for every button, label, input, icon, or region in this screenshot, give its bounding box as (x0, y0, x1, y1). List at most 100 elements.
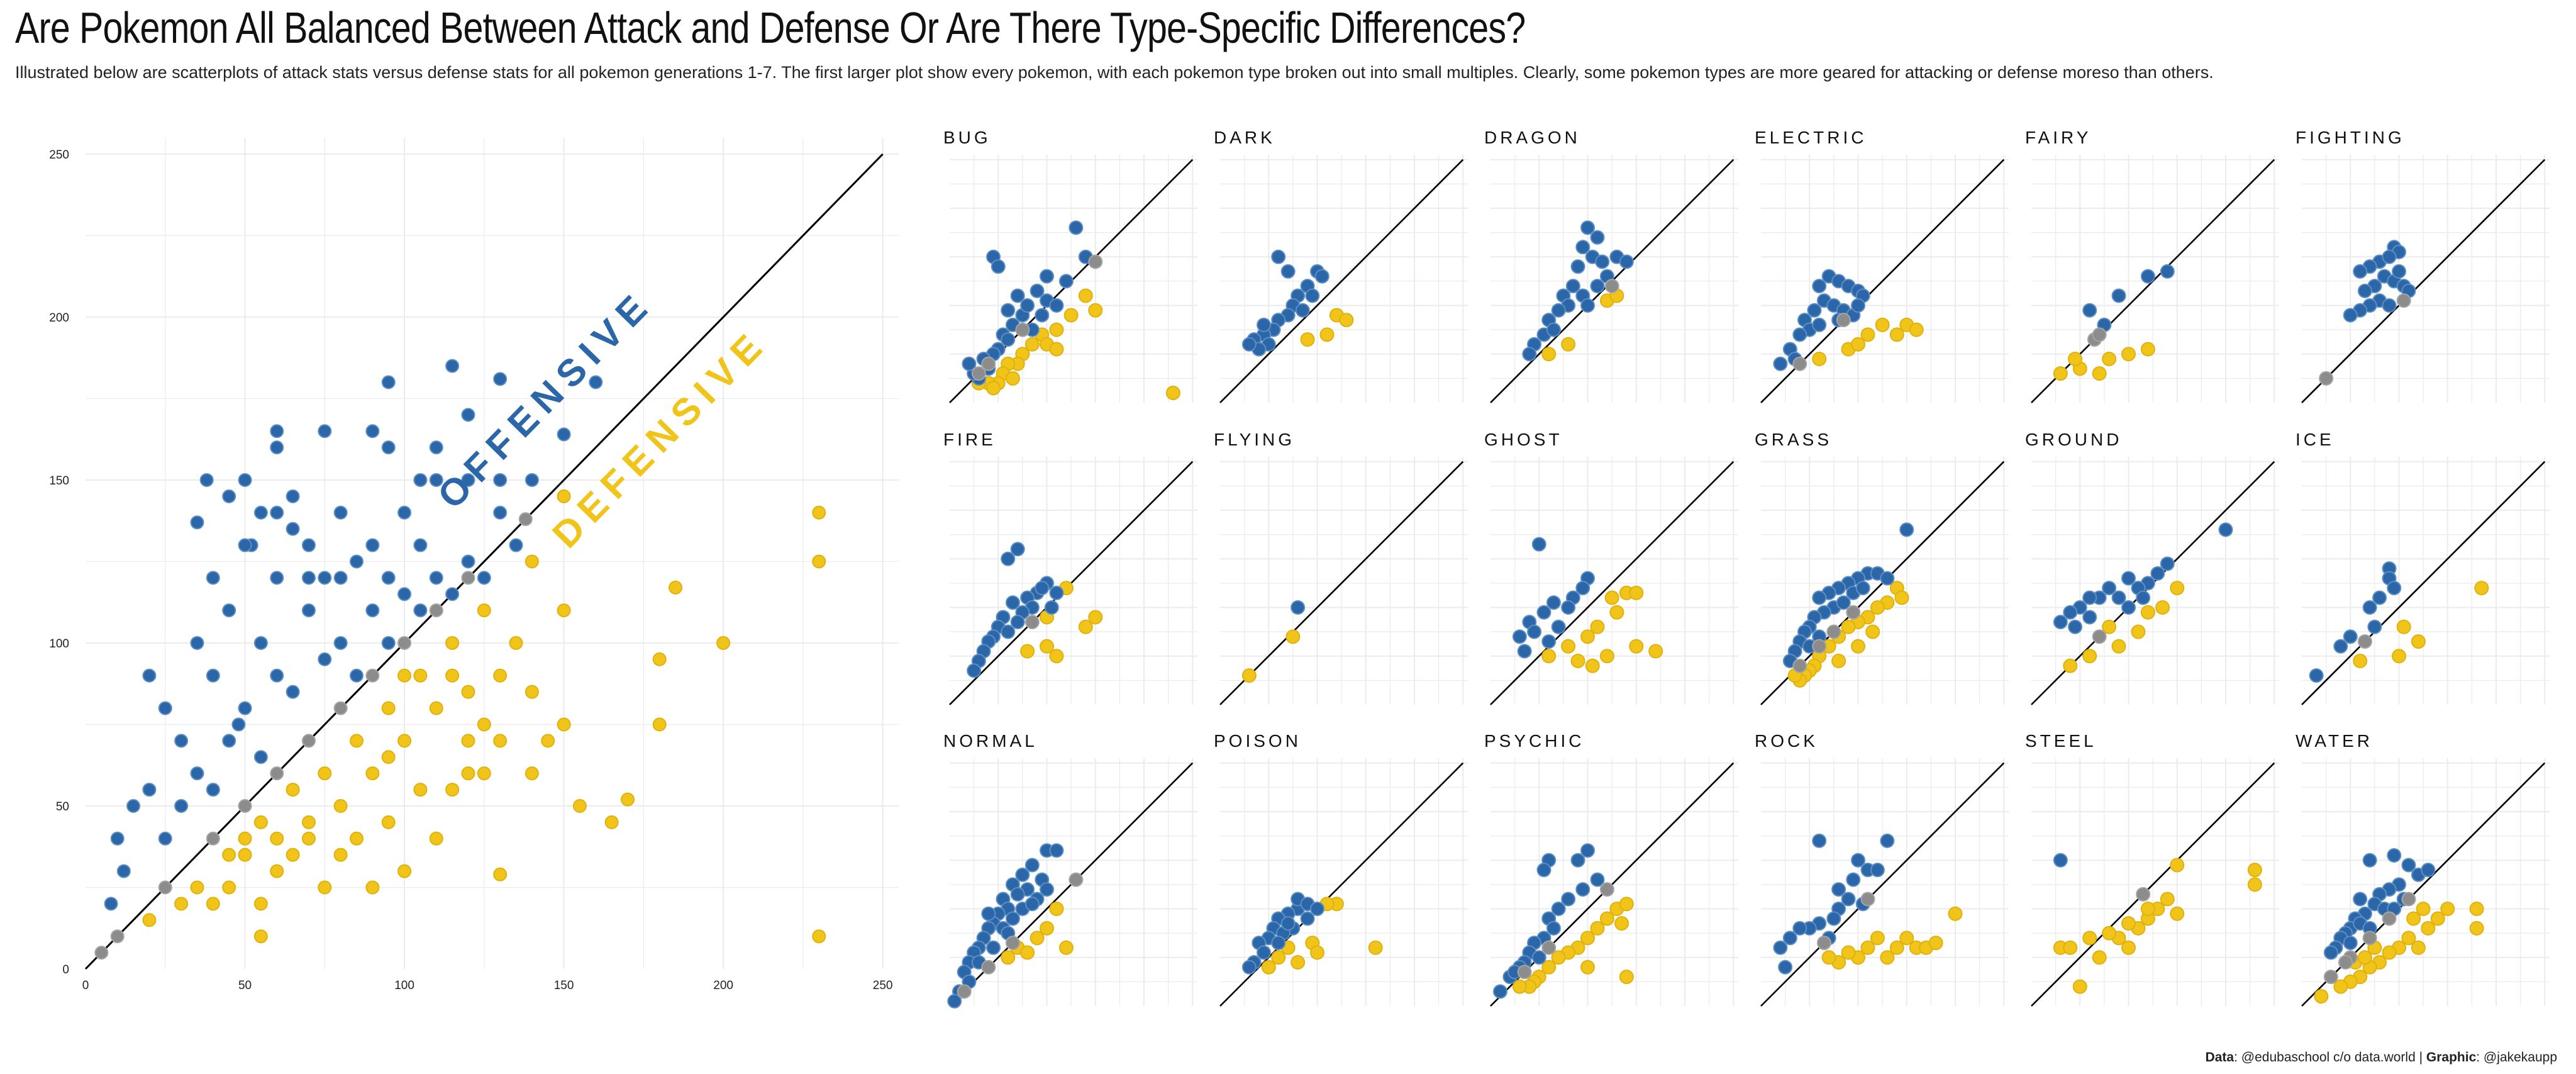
data-point-offensive (2372, 590, 2387, 605)
data-point-defensive (2392, 649, 2407, 664)
data-point-defensive (1821, 950, 1836, 965)
data-point-defensive (1049, 322, 1064, 337)
grid (86, 138, 899, 969)
data-point-defensive (1599, 649, 1614, 664)
data-point-defensive (1894, 590, 1909, 605)
data-point-balanced (1541, 940, 1557, 955)
data-point-offensive (333, 505, 348, 520)
data-point-offensive (318, 571, 332, 585)
data-point-balanced (2401, 892, 2416, 907)
data-point-defensive (986, 381, 1001, 396)
data-point-offensive (1575, 581, 1591, 596)
data-point-offensive (1522, 347, 1537, 362)
credits-data-text: : @edubaschool c/o data.world | (2234, 1050, 2426, 1065)
data-point-offensive (1590, 872, 1605, 887)
data-point-offensive (1517, 644, 1532, 659)
data-point-defensive (1285, 629, 1301, 644)
data-point-offensive (1851, 853, 1866, 868)
panel-title: BUG (943, 128, 991, 147)
data-point-defensive (525, 766, 539, 781)
data-point-defensive (1570, 653, 1585, 668)
panel-title: GRASS (1755, 430, 1832, 449)
data-point-defensive (1614, 916, 1629, 931)
data-point-defensive (1088, 303, 1103, 318)
data-point-defensive (190, 880, 204, 895)
grid (2031, 758, 2279, 1006)
credits-data-label: Data (2205, 1050, 2235, 1065)
data-point-balanced (429, 603, 443, 618)
data-point-balanced (1846, 605, 1861, 620)
data-point-defensive (301, 815, 316, 829)
panel-title: ELECTRIC (1755, 128, 1867, 147)
x-tick-label: 200 (713, 979, 733, 992)
data-point-defensive (493, 734, 508, 748)
data-point-offensive (2053, 615, 2068, 630)
data-point-offensive (222, 734, 236, 748)
data-point-offensive (1300, 911, 1315, 926)
data-point-defensive (2170, 906, 2185, 921)
panel-title: DRAGON (1484, 128, 1580, 147)
data-point-defensive (525, 685, 539, 699)
data-point-offensive (158, 831, 172, 846)
data-point-offensive (253, 505, 268, 520)
data-point-defensive (350, 734, 364, 748)
data-point-balanced (1792, 356, 1807, 371)
data-point-defensive (1928, 936, 1943, 951)
data-point-offensive (1001, 332, 1016, 347)
data-point-offensive (199, 473, 214, 487)
data-point-defensive (222, 847, 236, 862)
data-point-defensive (2140, 901, 2155, 916)
data-point-defensive (1040, 920, 1055, 936)
credits-footer: Data: @edubaschool c/o data.world | Grap… (2206, 1050, 2557, 1065)
data-point-defensive (509, 635, 523, 650)
data-point-offensive (2343, 629, 2358, 644)
data-point-offensive (1836, 595, 1851, 610)
data-point-offensive (1575, 882, 1591, 897)
panel-title: FIRE (943, 430, 996, 449)
data-point-offensive (1773, 356, 1788, 371)
data-point-defensive (238, 847, 252, 862)
data-point-offensive (2140, 269, 2155, 284)
panel-all: 0 50 100 150 200 250050100150200250OFFENSIVED… (49, 138, 899, 992)
data-point-offensive (110, 831, 125, 846)
y-tick-label: 200 (49, 311, 69, 325)
data-point-offensive (1527, 624, 1542, 639)
panel-bug: BUG (943, 128, 1197, 403)
data-point-defensive (2411, 634, 2426, 649)
data-point-offensive (1001, 303, 1016, 318)
data-point-defensive (2333, 979, 2348, 994)
data-point-offensive (967, 663, 982, 678)
panel-rock: ROCK (1755, 731, 2009, 1007)
data-point-offensive (493, 372, 508, 386)
data-point-offensive (253, 635, 268, 650)
data-point-offensive (2053, 853, 2068, 868)
data-point-offensive (1807, 303, 1822, 318)
data-point-offensive (1015, 867, 1030, 882)
data-point-balanced (2396, 293, 2411, 308)
data-point-defensive (445, 635, 460, 650)
y-tick-label: 150 (49, 474, 69, 488)
data-point-defensive (1561, 639, 1576, 654)
data-point-offensive (1001, 624, 1016, 639)
data-point-offensive (1280, 916, 1296, 931)
data-point-offensive (1271, 249, 1286, 264)
data-point-offensive (381, 375, 396, 389)
data-point-offensive (947, 993, 962, 1009)
data-point-defensive (493, 867, 508, 881)
reference-line (1490, 461, 1735, 705)
data-point-offensive (1846, 872, 1861, 887)
data-point-offensive (589, 375, 603, 389)
data-point-defensive (350, 831, 364, 846)
data-point-defensive (1005, 371, 1020, 386)
data-point-defensive (174, 897, 189, 911)
data-point-balanced (1816, 936, 1831, 951)
data-point-defensive (1889, 940, 1904, 955)
data-point-defensive (812, 929, 826, 944)
data-point-balanced (2092, 327, 2107, 342)
data-point-offensive (1005, 595, 1020, 610)
data-point-offensive (350, 554, 364, 569)
data-point-offensive (318, 652, 332, 666)
data-point-offensive (301, 538, 316, 552)
panel-title: GROUND (2025, 430, 2122, 449)
data-point-balanced (333, 701, 348, 715)
